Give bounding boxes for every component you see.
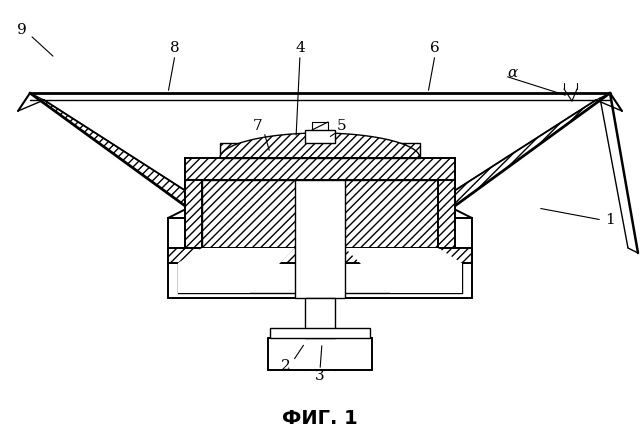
Polygon shape <box>305 298 335 338</box>
Text: ФИГ. 1: ФИГ. 1 <box>282 409 358 427</box>
Polygon shape <box>220 133 420 158</box>
Polygon shape <box>305 130 335 143</box>
Text: 7: 7 <box>253 119 263 133</box>
Polygon shape <box>185 158 455 180</box>
Polygon shape <box>345 248 462 293</box>
Polygon shape <box>268 338 372 370</box>
Text: 9: 9 <box>17 23 27 37</box>
Polygon shape <box>440 93 610 208</box>
Polygon shape <box>178 248 295 293</box>
Polygon shape <box>202 180 438 248</box>
Text: 5: 5 <box>337 119 347 133</box>
Text: 4: 4 <box>295 41 305 55</box>
Polygon shape <box>438 178 455 253</box>
Text: 8: 8 <box>170 41 180 55</box>
Text: 3: 3 <box>315 369 325 383</box>
Polygon shape <box>270 328 370 338</box>
Polygon shape <box>168 218 190 263</box>
Text: 2: 2 <box>281 359 291 373</box>
Text: α: α <box>507 66 517 80</box>
Text: 1: 1 <box>605 213 615 227</box>
Polygon shape <box>450 218 472 263</box>
Text: 6: 6 <box>430 41 440 55</box>
Polygon shape <box>30 93 200 208</box>
Polygon shape <box>168 248 472 263</box>
Polygon shape <box>185 178 202 253</box>
Polygon shape <box>220 143 420 158</box>
Polygon shape <box>295 180 345 298</box>
